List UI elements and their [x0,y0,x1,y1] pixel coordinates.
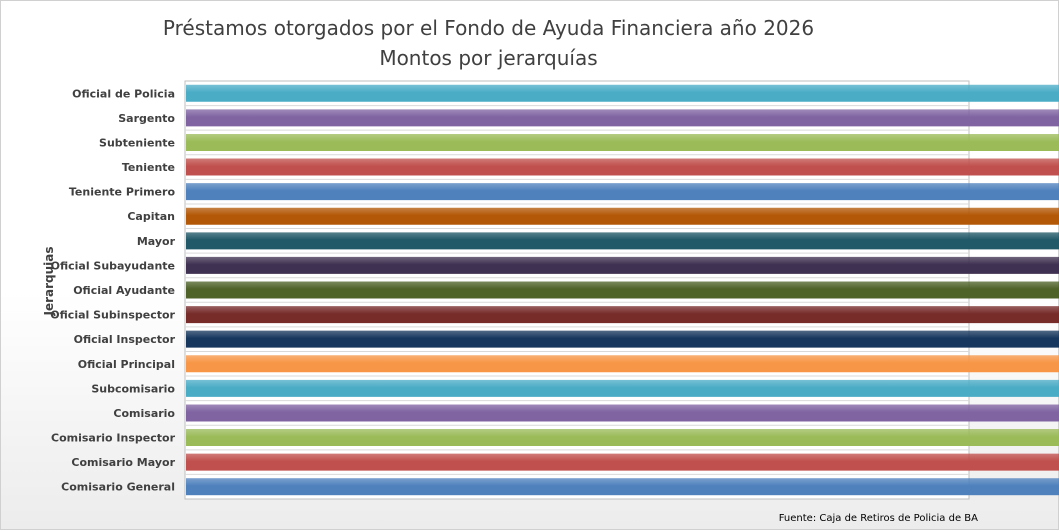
y-axis-label: Jerarquias [42,246,56,316]
bar [186,207,1059,225]
category-label: Oficial Inspector [74,333,176,346]
chart-subtitle: Montos por jerarquías [379,46,598,70]
category-label: Oficial de Policia [72,87,175,100]
bar [186,281,1059,299]
bar [186,429,1059,447]
category-label: Subcomisario [91,382,175,395]
bar [186,404,1059,422]
bar [186,183,1059,201]
bar [186,355,1059,373]
bar [186,109,1059,127]
category-label: Comisario [113,407,175,420]
bar [186,330,1059,348]
category-label: Capitan [127,210,175,223]
bar [186,379,1059,397]
bar [186,158,1059,176]
category-label: Comisario Mayor [71,456,175,469]
category-label: Oficial Subinspector [50,309,175,322]
category-label: Oficial Ayudante [73,284,175,297]
source-note: Fuente: Caja de Retiros de Policia de BA [778,513,978,524]
category-label: Sargento [118,112,175,125]
chart-title: Préstamos otorgados por el Fondo de Ayud… [162,16,815,40]
bar [186,133,1059,151]
bar [186,453,1059,471]
category-label: Comisario General [61,481,175,494]
category-label: Subteniente [99,136,175,149]
category-label: Oficial Principal [78,358,175,371]
bar [186,256,1059,274]
category-label: Oficial Subayudante [51,259,175,272]
category-label: Teniente [122,161,175,174]
bar [186,232,1059,250]
bar [186,478,1059,496]
category-label: Mayor [137,235,176,248]
category-label: Teniente Primero [69,186,176,199]
bar [186,306,1059,324]
category-label: Comisario Inspector [51,432,176,445]
bar [186,84,1059,102]
